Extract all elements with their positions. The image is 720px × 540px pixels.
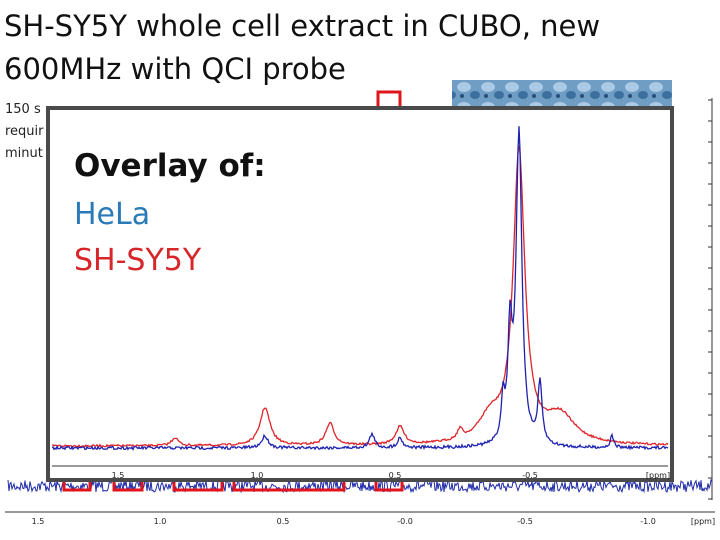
tick-label: [ppm] xyxy=(691,517,715,526)
inner-tick-labels: 1.5 1.0 0.5 -0.5 [ppm] xyxy=(112,471,670,480)
note: minut xyxy=(5,146,43,161)
outer-ticks xyxy=(708,99,712,500)
outer-tick-labels: 1.5 1.0 0.5 -0.0 -0.5 -1.0 [ppm] xyxy=(32,517,715,526)
tick-label: -0.5 xyxy=(517,517,533,526)
spectrum-sh-sy5y xyxy=(51,145,669,448)
tick-label: -0.5 xyxy=(522,471,538,480)
overlay-item: SH-SY5Y xyxy=(74,243,202,278)
tick-label: [ppm] xyxy=(646,471,670,480)
tick-label: 1.0 xyxy=(154,517,167,526)
title-line: 600MHz with QCI probe xyxy=(4,52,346,86)
overlay-heading: Overlay of: xyxy=(74,148,266,184)
tick-label: -0.0 xyxy=(397,517,413,526)
title-line: SH-SY5Y whole cell extract in CUBO, new xyxy=(4,9,600,43)
overlay-item: HeLa xyxy=(74,197,150,232)
tick-label: 0.5 xyxy=(277,517,290,526)
tick-label: -1.0 xyxy=(640,517,656,526)
spectrum-hela xyxy=(52,126,669,451)
overlay-panel xyxy=(46,106,674,482)
note: requir xyxy=(5,124,44,139)
tick-label: 1.0 xyxy=(251,471,264,480)
tick-label: 1.5 xyxy=(112,471,125,480)
tick-label: 1.5 xyxy=(32,517,45,526)
note: 150 s xyxy=(5,102,41,117)
tick-label: 0.5 xyxy=(389,471,402,480)
background-spectrum xyxy=(7,478,713,494)
